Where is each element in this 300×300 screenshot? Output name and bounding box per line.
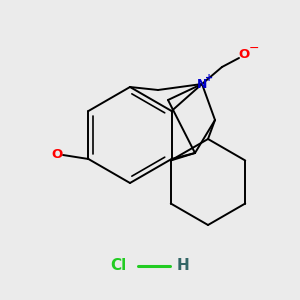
Text: Cl: Cl	[110, 259, 126, 274]
Text: −: −	[249, 41, 259, 55]
Text: O: O	[51, 148, 63, 161]
Text: +: +	[205, 73, 213, 83]
Text: O: O	[238, 47, 250, 61]
Text: H: H	[177, 259, 189, 274]
Text: N: N	[197, 77, 207, 91]
